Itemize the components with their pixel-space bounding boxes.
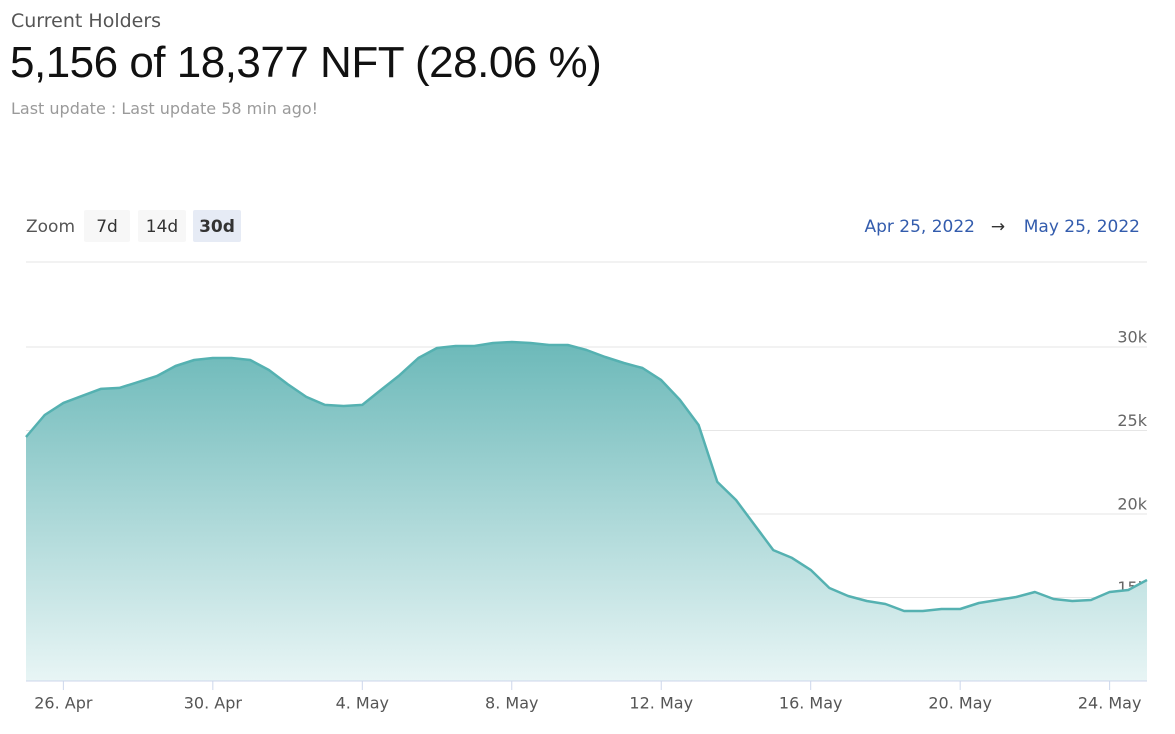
zoom-button-label[interactable]: 14d bbox=[146, 217, 178, 237]
area-fill bbox=[26, 342, 1147, 681]
range-arrow: → bbox=[991, 217, 1005, 237]
zoom-button[interactable] bbox=[84, 210, 130, 242]
line bbox=[25, 340, 1148, 613]
y-tick-label: 25k bbox=[1117, 411, 1147, 430]
zoom-button[interactable] bbox=[193, 210, 241, 242]
zoom-button-label[interactable]: 30d bbox=[199, 217, 235, 237]
x-tick-label: 4. May bbox=[336, 694, 389, 713]
y-tick-label: 20k bbox=[1117, 495, 1147, 514]
x-tick-label: 24. May bbox=[1078, 694, 1142, 713]
x-tick-label: 30. Apr bbox=[184, 694, 243, 713]
x-tick-label: 12. May bbox=[629, 694, 693, 713]
header-title: Current Holders bbox=[11, 10, 162, 32]
x-tick-label: 26. Apr bbox=[34, 694, 93, 713]
headline: 5,156 of 18,377 NFT (28.06 %) bbox=[10, 38, 602, 87]
last-update: Last update : Last update 58 min ago! bbox=[11, 99, 319, 118]
range-from: Apr 25, 2022 bbox=[864, 217, 975, 237]
x-tick-label: 16. May bbox=[779, 694, 843, 713]
x-tick-label: 20. May bbox=[928, 694, 992, 713]
range-to: May 25, 2022 bbox=[1024, 217, 1140, 237]
x-tick-label: 8. May bbox=[485, 694, 538, 713]
zoom-button[interactable] bbox=[138, 210, 186, 242]
y-tick-label: 30k bbox=[1117, 328, 1147, 347]
zoom-button-label[interactable]: 7d bbox=[96, 217, 118, 237]
zoom-label: Zoom bbox=[26, 217, 75, 237]
